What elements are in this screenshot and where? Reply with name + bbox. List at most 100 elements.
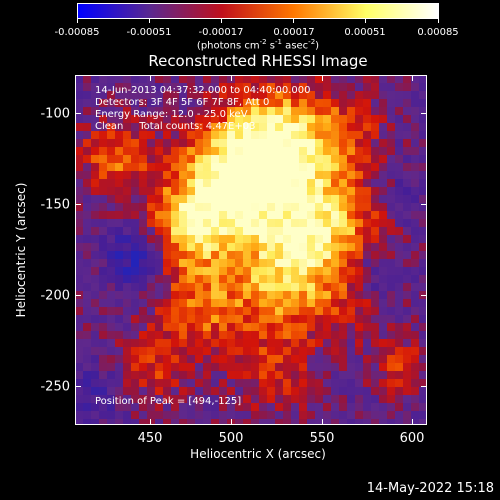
image-pixel <box>339 195 348 204</box>
image-pixel <box>83 251 92 260</box>
image-pixel <box>131 195 140 204</box>
y-tick <box>75 113 81 114</box>
image-pixel <box>195 315 204 324</box>
image-pixel <box>171 315 180 324</box>
image-pixel <box>227 123 236 132</box>
image-pixel <box>395 131 404 140</box>
image-pixel <box>99 99 108 108</box>
image-pixel <box>99 155 108 164</box>
image-pixel <box>411 339 420 348</box>
image-pixel <box>147 331 156 340</box>
image-pixel <box>187 211 196 220</box>
image-pixel <box>219 347 228 356</box>
image-pixel <box>387 315 396 324</box>
image-pixel <box>315 395 324 404</box>
image-pixel <box>363 379 372 388</box>
image-pixel <box>179 131 188 140</box>
image-pixel <box>419 243 427 252</box>
image-pixel <box>379 211 388 220</box>
image-pixel <box>355 75 364 84</box>
image-pixel <box>163 195 172 204</box>
image-pixel <box>187 355 196 364</box>
image-pixel <box>123 283 132 292</box>
image-pixel <box>315 371 324 380</box>
image-pixel <box>275 371 284 380</box>
image-pixel <box>227 179 236 188</box>
image-pixel <box>99 211 108 220</box>
image-pixel <box>107 291 116 300</box>
image-pixel <box>299 243 308 252</box>
image-pixel <box>179 235 188 244</box>
image-pixel <box>211 99 220 108</box>
image-pixel <box>275 211 284 220</box>
image-pixel <box>131 107 140 116</box>
image-pixel <box>251 355 260 364</box>
image-pixel <box>387 91 396 100</box>
image-pixel <box>187 91 196 100</box>
image-pixel <box>179 99 188 108</box>
image-pixel <box>347 243 356 252</box>
image-pixel <box>363 331 372 340</box>
image-pixel <box>91 387 100 396</box>
image-pixel <box>235 251 244 260</box>
image-pixel <box>331 211 340 220</box>
image-pixel <box>243 139 252 148</box>
image-pixel <box>155 195 164 204</box>
image-pixel <box>91 259 100 268</box>
image-pixel <box>387 131 396 140</box>
image-pixel <box>315 411 324 420</box>
image-pixel <box>275 147 284 156</box>
image-pixel <box>395 339 404 348</box>
image-pixel <box>291 307 300 316</box>
image-pixel <box>139 147 148 156</box>
image-pixel <box>123 99 132 108</box>
image-pixel <box>75 123 84 132</box>
image-pixel <box>139 155 148 164</box>
image-pixel <box>411 315 420 324</box>
image-pixel <box>123 195 132 204</box>
image-pixel <box>179 75 188 84</box>
image-pixel <box>379 283 388 292</box>
image-pixel <box>115 235 124 244</box>
image-pixel <box>115 155 124 164</box>
image-pixel <box>323 379 332 388</box>
image-pixel <box>211 387 220 396</box>
image-pixel <box>203 371 212 380</box>
image-pixel <box>99 307 108 316</box>
image-pixel <box>331 147 340 156</box>
image-pixel <box>339 379 348 388</box>
image-pixel <box>203 171 212 180</box>
image-pixel <box>99 403 108 412</box>
image-pixel <box>307 307 316 316</box>
image-pixel <box>291 211 300 220</box>
image-pixel <box>363 403 372 412</box>
image-pixel <box>331 75 340 84</box>
image-pixel <box>115 403 124 412</box>
image-pixel <box>75 171 84 180</box>
image-pixel <box>291 243 300 252</box>
image-pixel <box>131 91 140 100</box>
image-pixel <box>283 403 292 412</box>
image-pixel <box>155 411 164 420</box>
image-pixel <box>347 219 356 228</box>
image-pixel <box>91 139 100 148</box>
image-pixel <box>107 147 116 156</box>
image-pixel <box>139 123 148 132</box>
image-pixel <box>219 363 228 372</box>
annotation-clean: Clean Total counts: 4.47E+03 <box>95 121 256 132</box>
image-pixel <box>91 411 100 420</box>
image-pixel <box>227 91 236 100</box>
image-pixel <box>403 315 412 324</box>
image-pixel <box>163 411 172 420</box>
image-pixel <box>75 411 84 420</box>
image-pixel <box>315 363 324 372</box>
image-pixel <box>371 331 380 340</box>
image-pixel <box>163 115 172 124</box>
image-pixel <box>227 339 236 348</box>
image-pixel <box>83 283 92 292</box>
image-pixel <box>243 403 252 412</box>
image-pixel <box>371 147 380 156</box>
image-pixel <box>83 203 92 212</box>
image-pixel <box>235 75 244 84</box>
image-pixel <box>395 323 404 332</box>
